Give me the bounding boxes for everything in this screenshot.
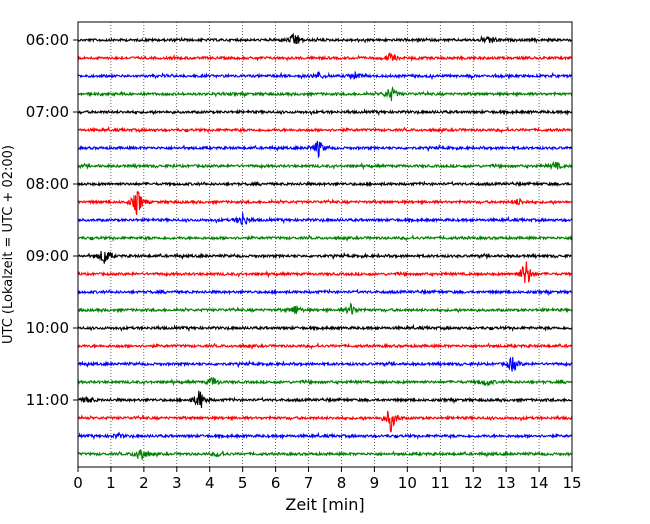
y-tick-label: 09:00: [26, 247, 69, 265]
y-tick-label: 06:00: [26, 31, 69, 49]
x-axis-label: Zeit [min]: [285, 495, 364, 514]
trace-1130: [77, 431, 573, 441]
x-tick-label: 14: [530, 474, 549, 492]
trace-1000: [77, 323, 573, 333]
x-tick-label: 9: [370, 474, 380, 492]
trace-0645: [77, 85, 573, 102]
x-tick-label: 5: [238, 474, 248, 492]
y-tick-label: 10:00: [26, 319, 69, 337]
trace-0930: [77, 288, 573, 297]
y-tick-label: 07:00: [26, 103, 69, 121]
trace-0900: [77, 251, 573, 264]
x-tick-label: 13: [497, 474, 516, 492]
x-tick-label: 1: [106, 474, 116, 492]
plot-frame: [77, 21, 573, 468]
trace-1145: [77, 449, 573, 462]
y-tick-label: 08:00: [26, 175, 69, 193]
trace-0600: [77, 32, 573, 44]
trace-0845: [77, 233, 573, 243]
trace-0915: [77, 261, 573, 284]
trace-0730: [77, 140, 573, 159]
x-tick-label: 10: [398, 474, 417, 492]
trace-1030: [77, 356, 573, 372]
x-tick-label: 6: [271, 474, 281, 492]
trace-0945: [77, 302, 572, 315]
trace-1115: [77, 410, 573, 433]
x-tick-label: 3: [172, 474, 182, 492]
y-tick-label: 11:00: [26, 391, 69, 409]
x-tick-label: 8: [337, 474, 347, 492]
trace-0615: [77, 51, 573, 62]
trace-0700: [77, 108, 573, 117]
trace-0830: [77, 212, 573, 226]
y-axis-label: UTC (Lokalzeit = UTC + 02:00): [1, 145, 16, 344]
x-tick-label: 4: [205, 474, 215, 492]
x-tick-label: 7: [304, 474, 314, 492]
x-axis-ticks: 0 1 2 3 4 5 6 7 8 9 10 11 12 13 14 15: [73, 467, 582, 492]
x-tick-label: 0: [73, 474, 83, 492]
x-tick-label: 15: [562, 474, 581, 492]
trace-0745: [77, 160, 573, 171]
trace-1045: [77, 377, 573, 387]
trace-0630: [77, 70, 573, 81]
trace-0800: [77, 180, 573, 188]
trace-0815: [77, 191, 573, 216]
x-tick-label: 12: [464, 474, 483, 492]
x-tick-label: 2: [139, 474, 149, 492]
trace-0715: [77, 125, 573, 135]
grid-lines: [110, 22, 540, 467]
trace-1015: [77, 341, 573, 350]
y-axis-ticks: 06:00 07:00 08:00 09:00 10:00 11:00: [26, 31, 78, 409]
trace-group: [77, 32, 573, 462]
trace-1100: [77, 390, 572, 408]
x-tick-label: 11: [431, 474, 450, 492]
